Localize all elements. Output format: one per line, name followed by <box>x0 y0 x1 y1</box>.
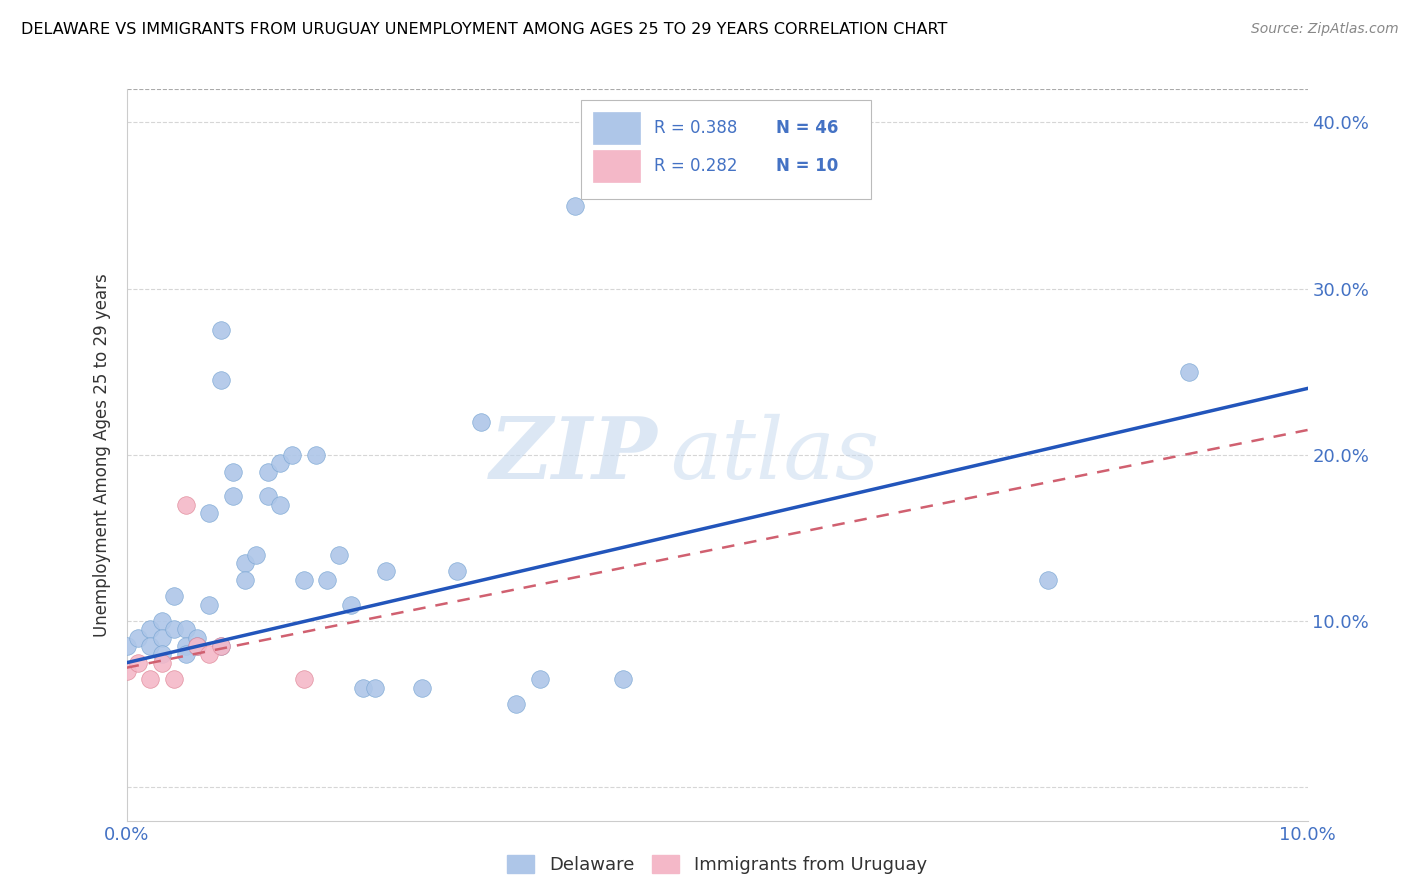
Point <box>292 573 315 587</box>
Point <box>281 448 304 462</box>
Point <box>174 498 197 512</box>
Point <box>233 573 256 587</box>
Point <box>127 656 149 670</box>
Point <box>316 573 339 587</box>
Point <box>245 548 267 562</box>
Point <box>292 673 315 687</box>
Point <box>198 598 221 612</box>
Text: R = 0.388: R = 0.388 <box>654 119 738 137</box>
Point <box>564 198 586 212</box>
Point <box>257 465 280 479</box>
Point <box>257 490 280 504</box>
Point <box>150 631 173 645</box>
Point <box>1036 573 1059 587</box>
Point <box>328 548 350 562</box>
Point <box>163 673 186 687</box>
Point <box>150 656 173 670</box>
Point <box>163 623 186 637</box>
Point <box>209 639 232 653</box>
Point <box>209 373 232 387</box>
Y-axis label: Unemployment Among Ages 25 to 29 years: Unemployment Among Ages 25 to 29 years <box>93 273 111 637</box>
Point <box>470 415 492 429</box>
Point <box>304 448 326 462</box>
FancyBboxPatch shape <box>581 100 870 199</box>
Legend: Delaware, Immigrants from Uruguay: Delaware, Immigrants from Uruguay <box>501 847 934 881</box>
Point <box>411 681 433 695</box>
Point <box>340 598 363 612</box>
Point <box>269 498 291 512</box>
Point <box>115 639 138 653</box>
Point <box>115 664 138 678</box>
Point <box>222 490 245 504</box>
Point <box>198 648 221 662</box>
Point <box>198 506 221 520</box>
Point <box>505 698 527 712</box>
Point <box>163 589 186 603</box>
Bar <box>593 112 640 145</box>
Bar <box>593 150 640 183</box>
Text: ZIP: ZIP <box>491 413 658 497</box>
Point <box>375 564 398 578</box>
Point <box>139 639 162 653</box>
Text: Source: ZipAtlas.com: Source: ZipAtlas.com <box>1251 22 1399 37</box>
Point <box>209 323 232 337</box>
Text: R = 0.282: R = 0.282 <box>654 157 738 175</box>
Point <box>174 623 197 637</box>
Point <box>127 631 149 645</box>
Point <box>222 465 245 479</box>
Point <box>186 631 208 645</box>
Point <box>233 556 256 570</box>
Point <box>363 681 385 695</box>
Point <box>1178 365 1201 379</box>
Text: N = 10: N = 10 <box>776 157 838 175</box>
Point <box>446 564 468 578</box>
Point <box>352 681 374 695</box>
Point <box>186 639 208 653</box>
Point <box>150 648 173 662</box>
Point <box>139 673 162 687</box>
Point <box>174 639 197 653</box>
Point <box>186 639 208 653</box>
Point <box>150 614 173 628</box>
Text: atlas: atlas <box>669 414 879 496</box>
Text: DELAWARE VS IMMIGRANTS FROM URUGUAY UNEMPLOYMENT AMONG AGES 25 TO 29 YEARS CORRE: DELAWARE VS IMMIGRANTS FROM URUGUAY UNEM… <box>21 22 948 37</box>
Point <box>209 639 232 653</box>
Point <box>612 673 634 687</box>
Point <box>529 673 551 687</box>
Point <box>139 623 162 637</box>
Point <box>174 648 197 662</box>
Point <box>269 456 291 470</box>
Text: N = 46: N = 46 <box>776 119 838 137</box>
